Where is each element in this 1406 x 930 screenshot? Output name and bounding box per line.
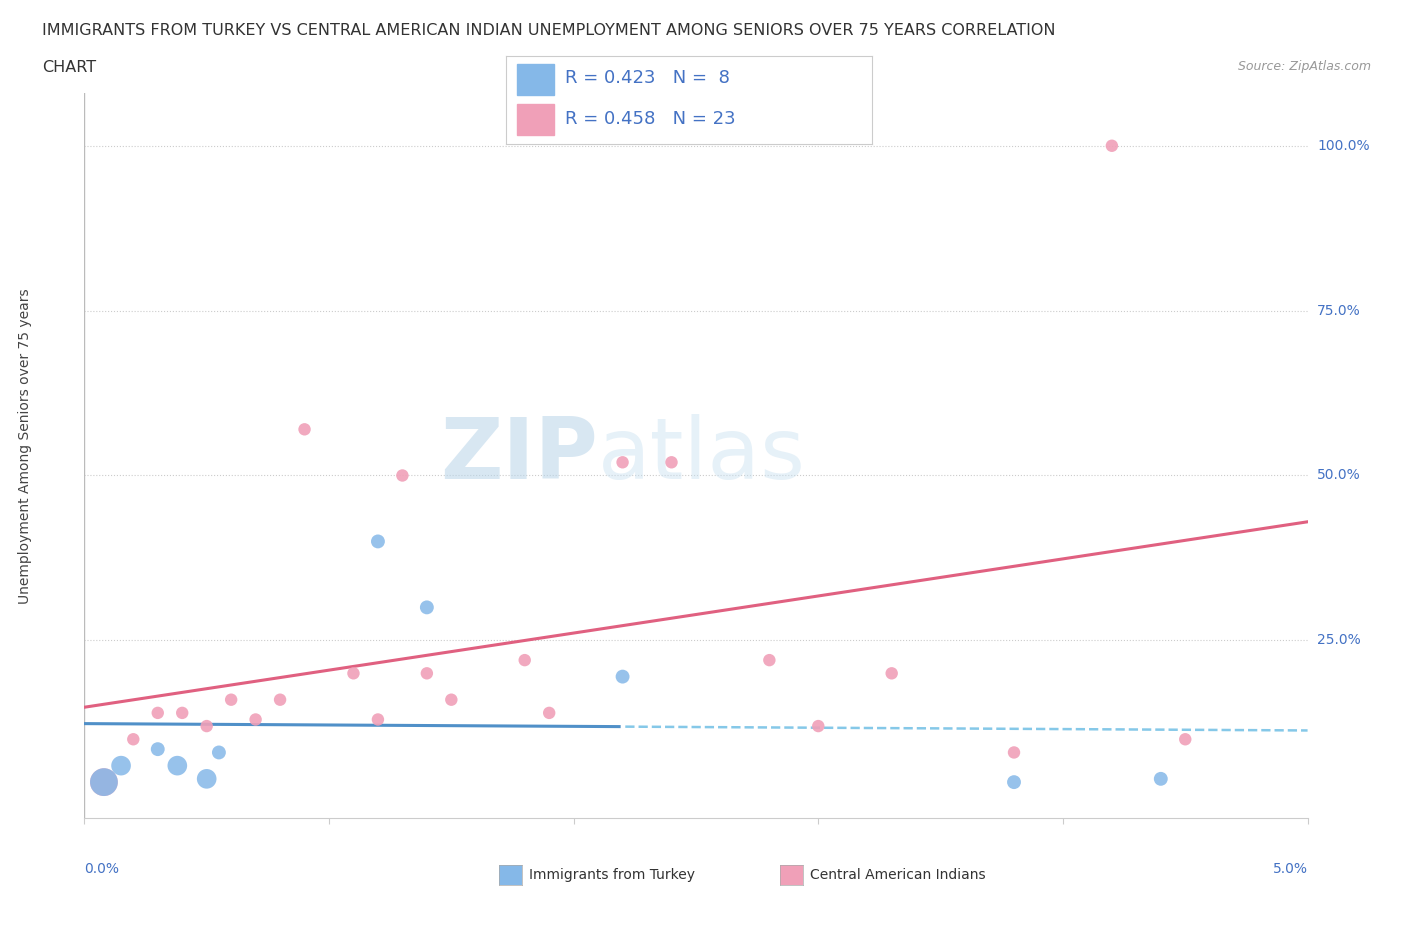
Text: CHART: CHART (42, 60, 96, 75)
Point (1002, 775, 1025, 790)
Point (146, 742, 169, 757)
Point (1150, 771, 1173, 786)
Point (245, 712, 267, 727)
Point (416, 600, 439, 615)
Point (758, 653, 780, 668)
Text: Source: ZipAtlas.com: Source: ZipAtlas.com (1237, 60, 1371, 73)
Text: 75.0%: 75.0% (1317, 303, 1361, 318)
Point (661, 455, 683, 470)
Text: atlas: atlas (598, 414, 806, 498)
Point (146, 706, 169, 721)
Point (110, 758, 132, 773)
Point (1174, 732, 1197, 747)
Bar (517, 64, 554, 95)
Point (195, 719, 218, 734)
Point (93, 775, 115, 790)
Point (880, 666, 903, 681)
Point (1101, 139, 1123, 153)
Point (122, 732, 145, 747)
Point (93, 775, 115, 790)
Point (612, 670, 634, 684)
Point (391, 468, 413, 483)
Point (195, 771, 218, 786)
Text: Unemployment Among Seniors over 75 years: Unemployment Among Seniors over 75 years (18, 288, 32, 604)
Point (367, 534, 389, 549)
Text: R = 0.423   N =  8: R = 0.423 N = 8 (565, 70, 730, 87)
Point (166, 758, 188, 773)
Point (513, 653, 536, 668)
Point (172, 706, 194, 721)
Bar (517, 104, 554, 136)
Point (342, 666, 364, 681)
Point (440, 692, 463, 707)
Point (208, 745, 231, 760)
Text: IMMIGRANTS FROM TURKEY VS CENTRAL AMERICAN INDIAN UNEMPLOYMENT AMONG SENIORS OVE: IMMIGRANTS FROM TURKEY VS CENTRAL AMERIC… (42, 23, 1056, 38)
Text: Central American Indians: Central American Indians (810, 868, 986, 883)
Text: 0.0%: 0.0% (84, 862, 120, 876)
Text: 25.0%: 25.0% (1317, 633, 1361, 647)
Text: 100.0%: 100.0% (1317, 139, 1369, 153)
Point (367, 712, 389, 727)
Point (294, 422, 316, 437)
Text: ZIP: ZIP (440, 414, 598, 498)
Text: Immigrants from Turkey: Immigrants from Turkey (529, 868, 695, 883)
Point (538, 706, 561, 721)
Point (219, 692, 242, 707)
Text: R = 0.458   N = 23: R = 0.458 N = 23 (565, 110, 735, 128)
Point (807, 719, 830, 734)
Point (416, 666, 439, 681)
Point (612, 455, 634, 470)
Point (1002, 745, 1025, 760)
Point (269, 692, 291, 707)
Text: 5.0%: 5.0% (1272, 862, 1308, 876)
Text: 50.0%: 50.0% (1317, 469, 1361, 483)
